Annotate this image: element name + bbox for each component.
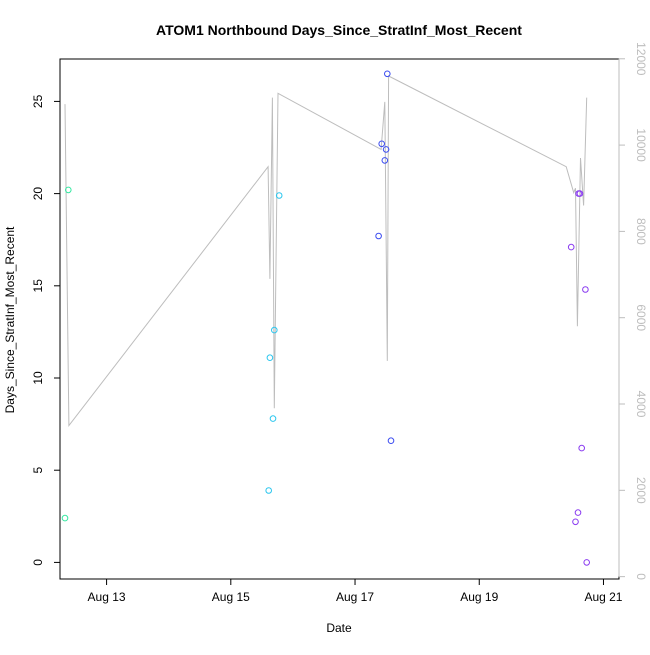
data-point [387,437,395,445]
y-tick-label: 5 [31,467,45,474]
y2-tick-label: 8000 [634,218,648,245]
data-point [375,232,382,240]
data-point [378,140,386,148]
y-tick-label: 0 [31,559,45,566]
data-point [275,192,283,199]
y-tick-label: 10 [31,371,45,385]
y2-tick-label: 6000 [634,304,648,331]
y-tick-label: 20 [31,187,45,201]
x-tick-label: Aug 19 [460,590,498,604]
data-point [269,415,277,422]
data-point [266,354,274,362]
plot-frame [59,58,620,580]
data-point [582,286,589,293]
series-line-path [64,75,588,428]
days-point-series [61,70,591,566]
y2-tick-label: 0 [634,573,648,580]
chart-title: ATOM1 Northbound Days_Since_StratInf_Mos… [156,22,522,38]
data-point [583,559,591,566]
x-tick-label: Aug 21 [584,590,622,604]
data-point [382,146,390,153]
data-point [567,243,575,251]
y-tick-label: 25 [31,94,45,108]
y2-tick-label: 2000 [634,477,648,504]
data-point [576,190,584,197]
y-axis-label: Days_Since_StratInf_Most_Recent [3,226,17,413]
data-point [61,514,69,522]
y-axis-left: 0 5 10 15 20 25 [31,94,60,566]
x-tick-label: Aug 13 [88,590,126,604]
data-point [65,186,72,194]
data-point [572,518,579,526]
data-point [574,509,582,516]
y-tick-label: 15 [31,279,45,293]
data-point [271,326,278,334]
y2-tick-label: 4000 [634,391,648,418]
y2-tick-label: 12000 [634,42,648,76]
x-tick-label: Aug 17 [336,590,374,604]
data-point [265,487,273,494]
x-tick-label: Aug 15 [212,590,250,604]
x-axis-label: Date [326,621,352,635]
y-axis-right: 0 2000 4000 6000 8000 10000 12000 [618,42,648,580]
y2-tick-label: 10000 [634,128,648,162]
data-point [578,444,586,452]
x-axis: Aug 13 Aug 15 Aug 17 Aug 19 Aug 21 [88,579,623,604]
data-point [384,70,391,78]
data-point [381,157,389,164]
days-line-series [64,75,588,428]
